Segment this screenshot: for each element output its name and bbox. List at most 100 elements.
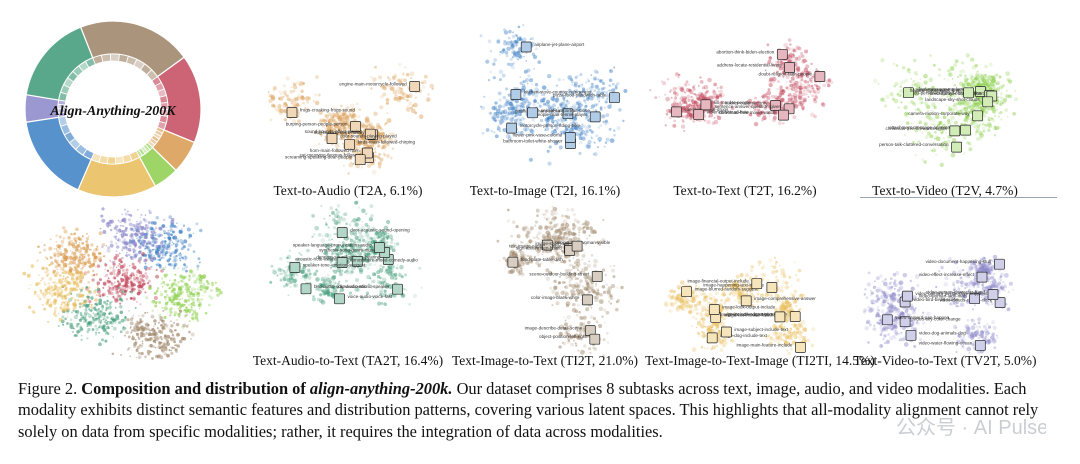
cluster-keyword-text: abortion-think-biden-election <box>716 49 774 54</box>
panel-label-ti2t: Text-Image-to-Text (TI2T, 21.0%) <box>451 353 639 368</box>
cluster-keyword-text: sentence-answer-question-given <box>715 104 782 109</box>
panel-label-t2v: Text-to-Video (T2V, 4.7%) <box>872 183 1018 198</box>
cluster-keywords: food-plate-table-dish <box>507 256 563 268</box>
cluster-keywords: doubt-religion-faith-people <box>759 71 826 82</box>
cluster-keyword-text: synthesis-song-genre-music <box>319 248 377 253</box>
panel-ti2t: image-describe-detail-scene text-image-ca… <box>445 198 645 381</box>
cluster-keyword-text: screaming-speaking-dear-people <box>285 155 353 160</box>
cluster-keywords: image-look-output-include <box>708 304 776 315</box>
cluster-keywords: kill-murder-people <box>700 99 751 111</box>
cluster-keyword-text: text-image-caption-visible <box>509 244 562 249</box>
donut-subsegment <box>84 57 96 68</box>
panel-scatter-tv2t: video-clouds-clouds-clock video-effect-in… <box>862 254 1015 354</box>
cluster-keyword-text: video-effect-increase-effect <box>919 272 975 277</box>
cluster-keyword-text: object-position-left-right <box>539 334 587 339</box>
cluster-keywords: kitchen-stove-counter-refrigerator <box>510 89 592 100</box>
cluster-keyword-text: image-include-output-text <box>720 312 773 317</box>
cluster-keyword-text: download-free-movie-watch <box>719 110 776 115</box>
cluster-keyword-text: video-sky-color-change <box>913 317 961 322</box>
cluster-keyword-text: landscape-sky-shot-clouds <box>925 97 980 102</box>
cluster-keyword-text: doubt-religion-faith-people <box>759 72 813 77</box>
donut-subsegment <box>100 53 112 63</box>
cluster-keywords: sound-sounds-effect-playing <box>305 128 376 140</box>
cluster-keyword-text: flower-pink-vase-colorful <box>513 132 563 137</box>
cluster-keyword-text: kitchen-stove-counter-refrigerator <box>524 90 592 95</box>
cluster-keywords: hacker-code-security <box>725 100 781 111</box>
cluster-keywords: door-sounds-playing-played <box>326 133 397 144</box>
panel-label-tv2t: Text-Video-to-Text (TV2T, 5.0%) <box>853 353 1037 368</box>
cluster-keywords: abortion-think-biden-election <box>716 48 788 60</box>
cluster-keyword-text: video-woman-lady-man <box>919 294 967 299</box>
panel-scatter-ti2t: image-describe-detail-scene text-image-ca… <box>496 205 624 359</box>
cluster-keywords: video-document-happening-stuff <box>926 258 1005 270</box>
cluster-keywords: door-acoustic-sound-opening <box>336 227 410 238</box>
cluster-keyword-text: image-happening-text-include <box>703 283 764 288</box>
cluster-keyword-text: voice-audio-voice-fast <box>348 294 393 299</box>
combined-embedding-scatter <box>22 207 223 360</box>
cluster-keywords: image-subject-include-text <box>721 326 789 338</box>
cluster-keyword-text: image-blurred-random-suggest <box>695 287 759 292</box>
donut-segments <box>24 20 202 198</box>
cluster-keywords: birds-main-followed-chirping <box>344 138 416 150</box>
cluster-keywords: clip-audio-sound-speaker <box>338 283 403 295</box>
cluster-keyword-text: birds-main-followed-chirping <box>358 139 416 144</box>
cluster-keyword-text: seed-sprayer-carbon-chart <box>930 91 985 96</box>
cluster-keyword-text: video-camera-pan-happen <box>895 315 949 320</box>
cluster-keywords: bathroom-toilet-white-shower <box>503 138 576 149</box>
panel-label-t2i: Text-to-Image (T2I, 16.1%) <box>469 183 621 198</box>
cluster-keywords: people-man-tennis-player <box>535 111 601 123</box>
cluster-keywords: color-image-black-white <box>531 294 593 306</box>
cluster-keyword-text: people-man-woman-visible <box>555 240 610 245</box>
cluster-keyword-text: horn-main-followed-horn <box>310 148 360 153</box>
cluster-keywords: video-effect-increase-effect <box>919 271 988 283</box>
cluster-keyword-text: video-person-character-hand <box>926 290 985 295</box>
donut-subsegment <box>106 156 117 165</box>
cluster-keyword-text: attachment-message-animate-toy <box>889 125 958 130</box>
cluster-keyword-text: sound-sounds-effect-playing <box>305 129 363 134</box>
cluster-keywords: person-talk-cluttered-conversation <box>879 141 962 153</box>
cluster-keyword-text: beer-camera-drink-snow <box>917 88 967 93</box>
cluster-keyword-text: frogs-croaking-frogs-sound <box>300 108 355 113</box>
cluster-keywords: image-financial-output-include <box>688 278 763 290</box>
cluster-keywords: landscape-sky-shot-clouds <box>925 96 994 108</box>
panel-scatter-ti2ti: image-write-description-givenimage-cat-i… <box>663 256 816 356</box>
caption-title-italic: align-anything-200k. <box>309 379 453 398</box>
cluster-keyword-text: video-clouds-clouds-clock <box>939 298 992 303</box>
cluster-keywords: video-camera-perspective-happens <box>902 290 988 302</box>
cluster-keyword-text: pizza-food-sandwich-table <box>553 93 607 98</box>
cluster-keyword-text: hacker-code-security <box>725 101 768 106</box>
cluster-keyword-text: person-talk-cluttered-conversation <box>879 142 949 147</box>
cluster-keyword-text: acoustic-note-aware-piano <box>295 256 350 261</box>
cluster-keyword-text: atmosphere-mood-comedy-audio <box>350 258 418 263</box>
cluster-keyword-text: video-dog-animals-dog <box>919 330 966 335</box>
cluster-keyword-text: christmas-tree-fireworks-lights <box>886 126 948 131</box>
cluster-keywords: video-dog-animals-dog <box>905 329 966 341</box>
cluster-keywords: people-man-woman-visible <box>541 239 611 251</box>
cluster-keywords: burping-person-people-person <box>286 121 361 132</box>
panel-t2i: bathroom-toilet-white-shower kitchen-stov… <box>445 16 645 199</box>
cluster-keywords: image-include-output-text <box>720 311 786 323</box>
donut-subsegment <box>114 155 125 165</box>
cluster-keywords: image-main-feature-include <box>736 342 806 353</box>
cluster-keywords: airplane-jet-plane-airport <box>520 41 585 53</box>
cluster-keywords: bird-audio-sound-acoustic <box>300 283 368 295</box>
cluster-keyword-text: image-main-feature-include <box>736 342 792 347</box>
panel-label-t2a: Text-to-Audio (T2A, 6.1%) <box>273 183 423 198</box>
panel-t2a: cat-meowing-thomas-followed dog-barking-d… <box>248 16 448 199</box>
cluster-keyword-text: dog-barking-dogs-mainly <box>314 130 365 135</box>
cluster-keywords: violence-sexual-hate <box>693 109 749 121</box>
cluster-keyword-text: door-acoustic-sound-opening <box>350 228 410 233</box>
cluster-keyword-text: color-image-black-white <box>531 295 580 300</box>
cluster-keywords: video-clouds-clouds-clock <box>939 297 1006 308</box>
panel-t2t: hacker-code-security abortion-think-biden… <box>645 16 845 199</box>
cluster-keywords: camera-motion-corporate-way <box>908 110 983 122</box>
cluster-keywords: address-locate-residential-living <box>717 62 795 73</box>
cluster-keyword-text: image-cat-include-features <box>724 312 779 317</box>
cluster-keywords: video-person-character-hand <box>926 289 999 300</box>
panel-scatter-t2i: bathroom-toilet-white-shower kitchen-stov… <box>479 24 628 166</box>
cluster-keyword-text: clip-audio-sound-speaker <box>338 284 390 289</box>
cluster-keywords: image-comprehensive-answer <box>740 295 816 307</box>
composition-donut-chart: Align-Anything-200K <box>24 20 202 198</box>
cluster-keyword-text: animal-cat-portrait-close <box>541 108 591 113</box>
cluster-keyword-text: food-plate-table-dish <box>521 257 563 262</box>
